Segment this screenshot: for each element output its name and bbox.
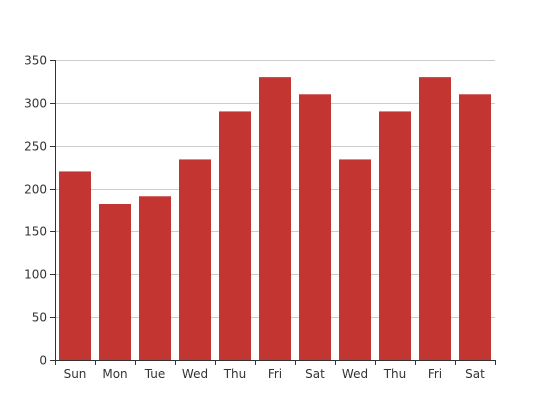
x-tick-label: Fri bbox=[268, 367, 282, 381]
bar-sat-10[interactable] bbox=[459, 94, 491, 361]
bar-sun-0[interactable] bbox=[59, 171, 91, 360]
x-tick-label: Sat bbox=[305, 367, 325, 381]
y-tick-label: 100 bbox=[24, 268, 47, 282]
x-tick-label: Tue bbox=[144, 367, 166, 381]
bar-tue-2[interactable] bbox=[139, 196, 171, 360]
bars bbox=[59, 77, 491, 361]
bar-wed-7[interactable] bbox=[339, 159, 371, 360]
bar-sat-6[interactable] bbox=[299, 94, 331, 361]
x-tick-label: Thu bbox=[383, 367, 407, 381]
bar-thu-4[interactable] bbox=[219, 111, 251, 360]
y-tick-label: 350 bbox=[24, 54, 47, 68]
bar-thu-8[interactable] bbox=[379, 111, 411, 360]
bar-fri-9[interactable] bbox=[419, 77, 451, 361]
y-tick-label: 150 bbox=[24, 225, 47, 239]
y-tick-label: 250 bbox=[24, 140, 47, 154]
y-tick-label: 50 bbox=[32, 311, 47, 325]
x-tick-label: Sun bbox=[64, 367, 87, 381]
y-axis-ticks: 0 50 100 150 200 250 300 350 bbox=[24, 54, 55, 368]
bar-wed-3[interactable] bbox=[179, 159, 211, 360]
x-tick-label: Wed bbox=[342, 367, 368, 381]
x-tick-label: Fri bbox=[428, 367, 442, 381]
y-tick-label: 300 bbox=[24, 97, 47, 111]
x-tick-label: Wed bbox=[182, 367, 208, 381]
x-tick-label: Mon bbox=[102, 367, 127, 381]
bar-mon-1[interactable] bbox=[99, 204, 131, 360]
x-tick-label: Thu bbox=[223, 367, 247, 381]
x-tick-label: Sat bbox=[465, 367, 485, 381]
y-tick-label: 200 bbox=[24, 183, 47, 197]
y-tick-label: 0 bbox=[39, 354, 47, 368]
axes bbox=[55, 60, 495, 361]
bar-fri-5[interactable] bbox=[259, 77, 291, 361]
x-axis-ticks: Sun Mon Tue Wed Thu Fri Sat Wed Thu Fri Sat bbox=[55, 360, 496, 381]
